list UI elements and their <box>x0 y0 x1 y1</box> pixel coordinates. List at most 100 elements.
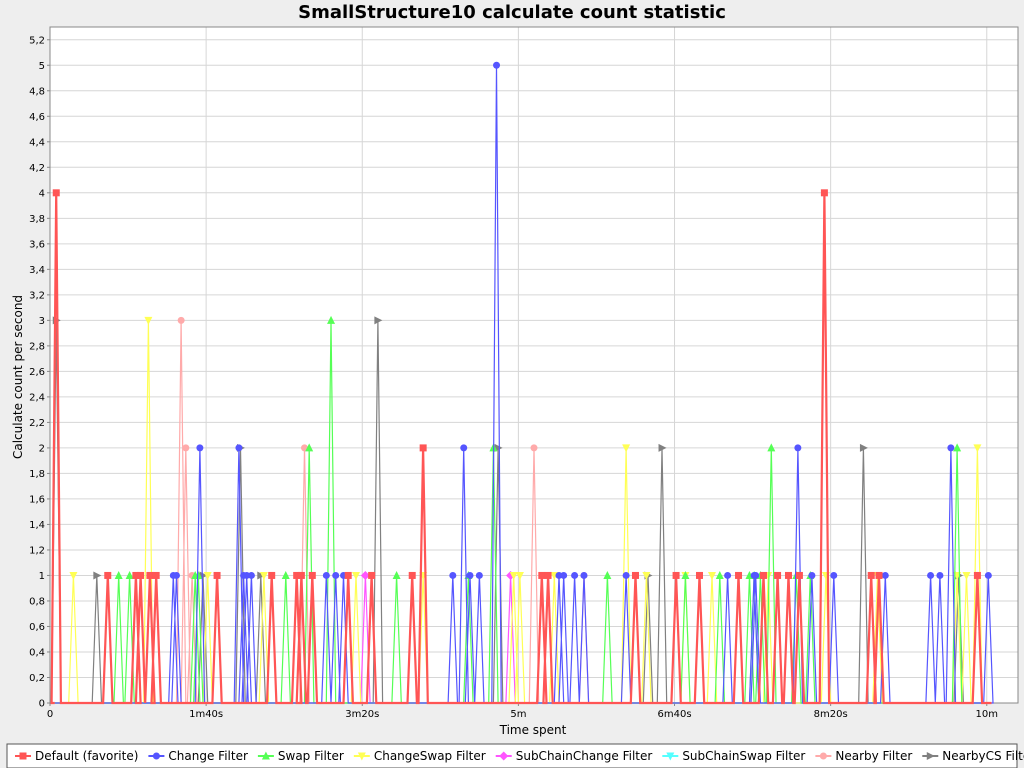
data-point <box>973 444 982 453</box>
data-point <box>767 443 776 452</box>
data-point <box>408 571 416 579</box>
data-point <box>332 571 340 579</box>
data-point <box>735 571 743 579</box>
data-point <box>881 571 889 579</box>
y-tick-label: 3,8 <box>29 214 45 225</box>
y-tick-label: 0,8 <box>29 596 45 607</box>
data-point <box>52 189 60 197</box>
legend-marker <box>819 752 827 760</box>
data-point <box>322 571 330 579</box>
y-tick-label: 3,4 <box>29 265 45 276</box>
data-point <box>466 571 474 579</box>
data-point <box>297 571 305 579</box>
data-point <box>794 444 802 452</box>
y-tick-label: 2,2 <box>29 418 45 429</box>
legend-label: Change Filter <box>168 749 248 763</box>
data-point <box>268 571 276 579</box>
data-point <box>658 443 667 452</box>
y-tick-label: 4,6 <box>29 112 45 123</box>
data-point <box>308 571 316 579</box>
data-point <box>449 571 457 579</box>
series-line <box>50 192 992 705</box>
data-point <box>493 61 501 69</box>
data-point <box>642 571 651 580</box>
data-point <box>808 571 816 579</box>
x-tick-label: 10m <box>976 709 998 720</box>
data-point <box>93 571 102 580</box>
y-tick-label: 2,6 <box>29 367 45 378</box>
y-tick-label: 1,2 <box>29 545 45 556</box>
data-point <box>580 571 588 579</box>
data-point <box>196 444 204 452</box>
legend-marker <box>666 752 675 761</box>
x-tick-label: 3m20s <box>345 709 379 720</box>
data-point <box>695 571 703 579</box>
x-tick-label: 8m20s <box>814 709 848 720</box>
y-tick-label: 2 <box>39 443 45 454</box>
data-point <box>760 571 768 579</box>
data-point <box>984 571 992 579</box>
data-point <box>177 316 185 324</box>
data-point <box>203 571 212 580</box>
data-point <box>631 571 639 579</box>
data-point <box>419 444 427 452</box>
x-axis-label: Time spent <box>499 723 567 737</box>
data-point <box>235 444 243 452</box>
legend-marker <box>926 752 935 760</box>
legend-marker <box>499 751 509 761</box>
y-tick-label: 1 <box>39 571 45 582</box>
data-point <box>715 570 724 579</box>
data-point <box>137 571 145 579</box>
data-point <box>953 443 962 452</box>
data-point <box>538 571 546 579</box>
chart-title: SmallStructure10 calculate count statist… <box>298 2 726 23</box>
legend-box <box>6 743 1018 768</box>
y-tick-label: 0,6 <box>29 622 45 633</box>
data-point <box>172 571 180 579</box>
data-point <box>327 315 336 324</box>
data-point <box>352 571 361 580</box>
legend-marker <box>357 752 366 761</box>
data-point <box>936 571 944 579</box>
data-point <box>927 571 935 579</box>
y-tick-label: 0 <box>39 699 45 710</box>
y-tick-label: 3,6 <box>29 239 45 250</box>
y-tick-label: 4 <box>39 188 45 199</box>
data-point <box>374 316 383 325</box>
data-point <box>859 443 868 452</box>
data-point <box>305 443 314 452</box>
legend-label: SubChainSwap Filter <box>682 749 805 763</box>
y-tick-label: 4,8 <box>29 86 45 97</box>
data-point <box>392 570 401 579</box>
data-point <box>784 571 792 579</box>
x-tick-label: 0 <box>47 709 53 720</box>
data-point <box>544 571 552 579</box>
y-tick-label: 0,4 <box>29 647 45 658</box>
y-tick-label: 0,2 <box>29 673 45 684</box>
data-point <box>820 189 828 197</box>
data-point <box>360 570 370 580</box>
legend-label: NearbyCS Filter <box>942 749 1024 763</box>
data-point <box>515 571 524 580</box>
y-tick-label: 5,2 <box>29 35 45 46</box>
legend-marker <box>152 752 160 760</box>
legend-label: Swap Filter <box>278 749 344 763</box>
x-tick-label: 1m40s <box>189 709 223 720</box>
data-point <box>475 571 483 579</box>
data-point <box>973 571 981 579</box>
x-tick-label: 6m40s <box>657 709 691 720</box>
data-point <box>795 571 803 579</box>
plot-area: 0 0,2 0,4 0,6 0,8 1 1,2 1,4 1,6 1,8 2 2,2 2,4 2,6 2,8 3… <box>29 26 1019 720</box>
data-point <box>104 571 112 579</box>
data-point <box>132 571 140 579</box>
data-point <box>509 571 518 580</box>
data-point <box>707 571 716 580</box>
data-point <box>622 571 630 579</box>
y-tick-label: 3 <box>39 316 45 327</box>
legend-label: Default (favorite) <box>35 749 138 763</box>
data-point <box>144 316 153 325</box>
data-point <box>875 571 883 579</box>
data-point <box>114 570 123 579</box>
data-point <box>867 571 875 579</box>
